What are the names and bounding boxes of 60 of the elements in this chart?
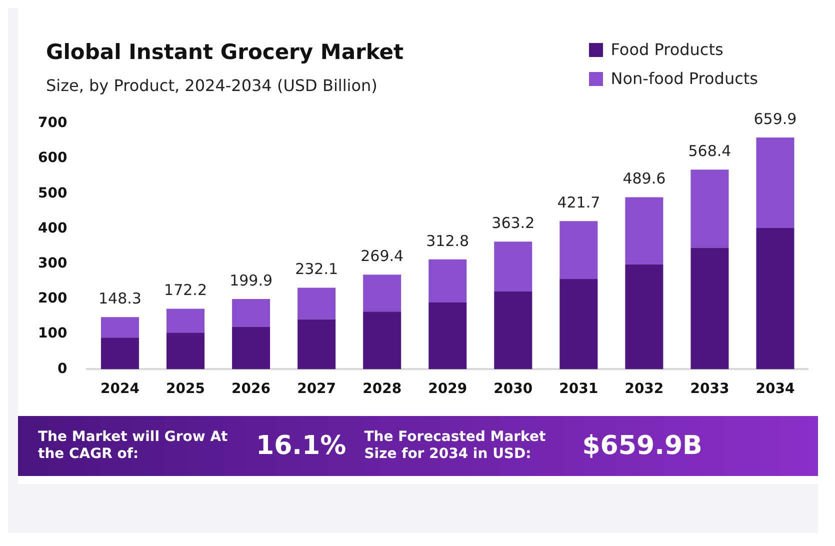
- total-label: 363.2: [492, 214, 535, 232]
- x-tick-label: 2029: [428, 381, 468, 398]
- y-tick-label: 600: [38, 150, 68, 166]
- x-tick-label: 2034: [756, 381, 795, 398]
- bar: [494, 291, 532, 370]
- bar: [166, 332, 205, 370]
- total-label: 172.2: [164, 281, 207, 300]
- bar: [363, 312, 402, 370]
- y-tick-label: 200: [38, 290, 68, 307]
- legend-label: Food Products: [610, 40, 724, 59]
- y-tick-label: 100: [38, 326, 68, 342]
- x-tick-label: 2031: [559, 381, 598, 398]
- text: $659.9B: [582, 430, 702, 462]
- bar: [756, 137, 794, 228]
- x-tick-label: 2024: [100, 381, 140, 398]
- total-label: 312.8: [426, 232, 470, 250]
- x-tick-label: 2027: [297, 381, 336, 398]
- bar: [625, 264, 664, 370]
- total-label: 269.4: [360, 246, 404, 265]
- bar: [166, 308, 205, 333]
- total-label: 148.3: [98, 290, 142, 308]
- bar: [232, 299, 270, 327]
- bar: [428, 259, 467, 302]
- total-label: 199.9: [230, 271, 273, 290]
- x-tick-label: 2026: [232, 381, 271, 398]
- text: 16.1%: [256, 430, 346, 462]
- bar: [428, 302, 467, 370]
- text: The Forecasted Market Size for 2034 in USD:: [364, 428, 547, 464]
- bar: [494, 242, 532, 292]
- total-label: 421.7: [557, 194, 600, 212]
- text: The Market will Grow At the CAGR of:: [38, 428, 229, 464]
- bar: [560, 278, 598, 370]
- bar: [298, 288, 336, 320]
- x-tick-label: 2028: [362, 381, 402, 398]
- bar: [298, 319, 336, 370]
- bar: [690, 170, 729, 248]
- bar: [625, 197, 664, 264]
- x-tick-label: 2032: [624, 381, 664, 398]
- total-label: 568.4: [688, 142, 732, 160]
- bar: [100, 317, 139, 338]
- y-tick-label: 300: [38, 256, 68, 272]
- bar: [756, 228, 794, 370]
- x-tick-label: 2030: [494, 381, 533, 398]
- y-tick-label: 400: [38, 220, 68, 236]
- bar: [100, 338, 139, 370]
- bar: [363, 274, 402, 312]
- bar: [560, 221, 598, 279]
- total-label: 659.9: [754, 110, 797, 128]
- y-tick-label: 500: [38, 185, 68, 202]
- bar: [690, 248, 729, 370]
- total-label: 489.6: [622, 170, 666, 188]
- bar: [232, 326, 270, 370]
- y-tick-label: 0: [57, 360, 68, 377]
- total-label: 232.1: [295, 260, 338, 278]
- x-tick-label: 2025: [166, 381, 205, 398]
- legend-label: Non-food Products: [610, 69, 758, 88]
- y-tick-label: 700: [38, 115, 68, 132]
- x-tick-label: 2033: [690, 381, 730, 398]
- chart-subtitle: Size, by Product, 2024-2034 (USD Billion): [46, 76, 378, 95]
- chart-title: Global Instant Grocery Market: [46, 40, 404, 64]
